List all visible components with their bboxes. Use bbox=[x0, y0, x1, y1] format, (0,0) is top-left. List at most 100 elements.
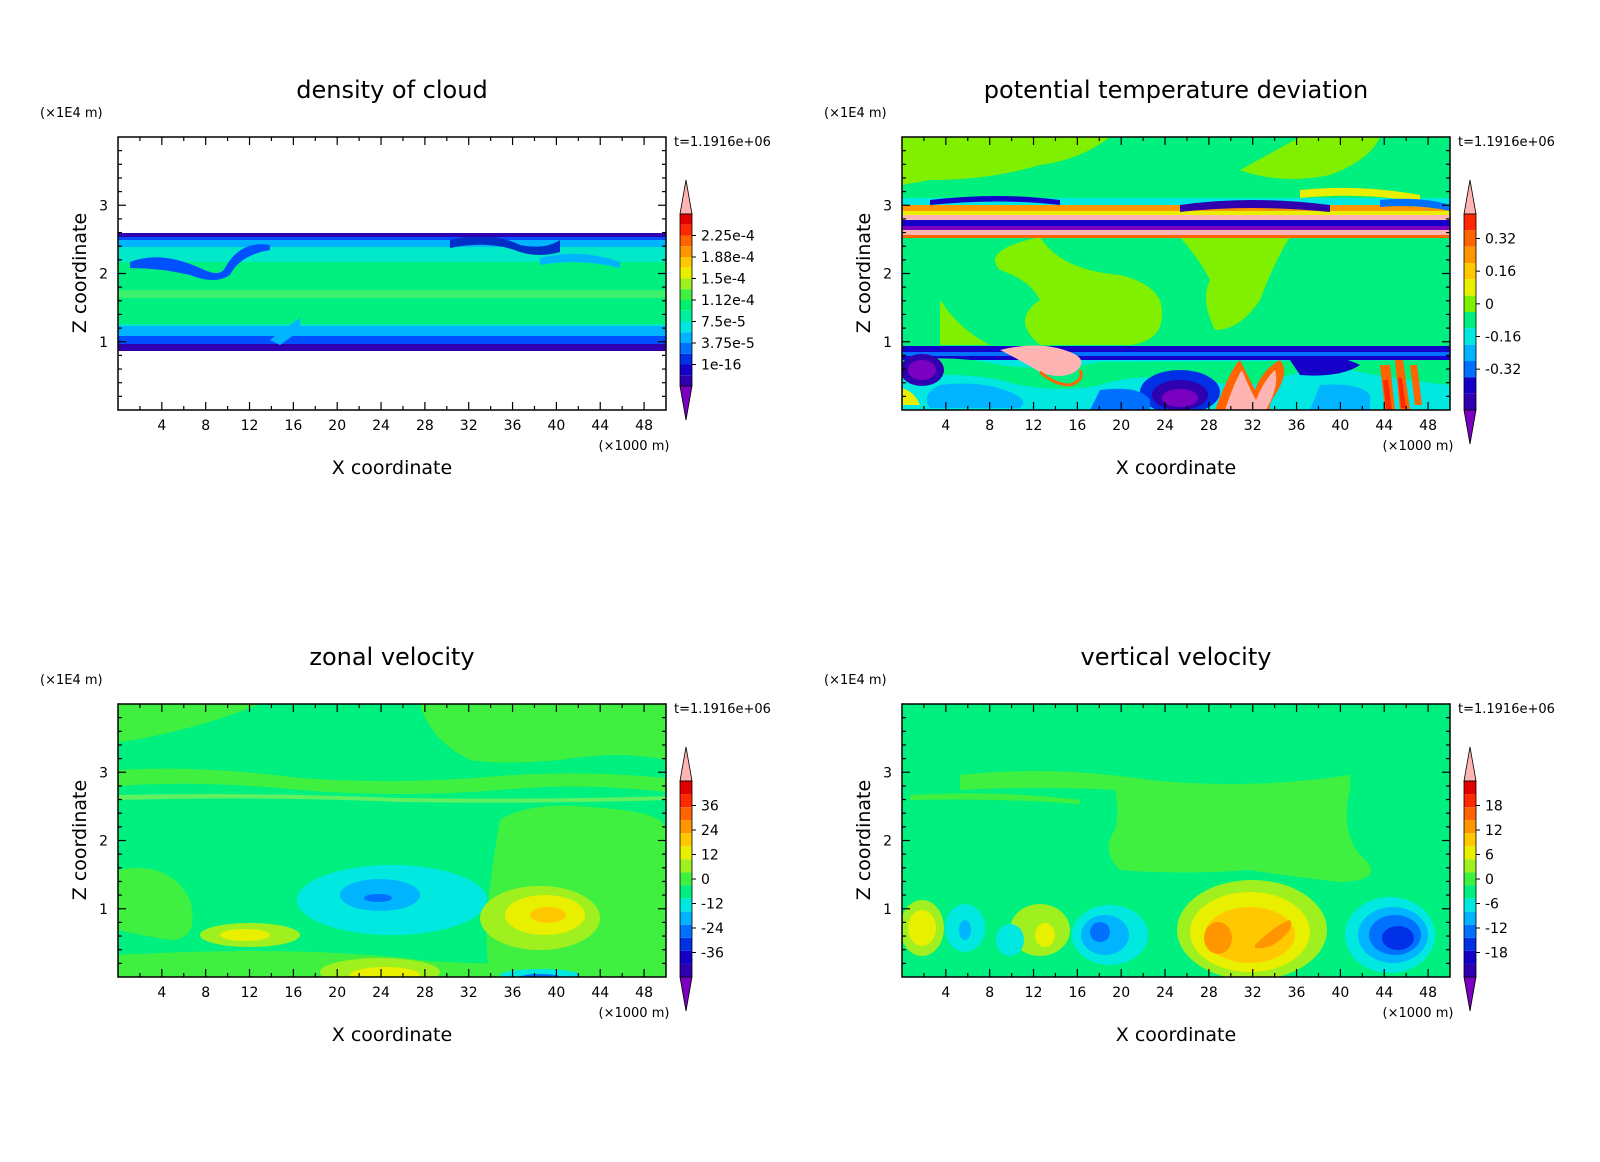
heatmap-field bbox=[118, 137, 666, 410]
colorbar-segment bbox=[680, 833, 692, 847]
y-tick-label: 3 bbox=[99, 765, 108, 781]
x-scale-label: (×1000 m) bbox=[1383, 1006, 1454, 1021]
colorbar-segment bbox=[1464, 377, 1476, 394]
y-tick-label: 3 bbox=[99, 198, 108, 214]
panel-title: density of cloud bbox=[296, 76, 487, 104]
colorbar-segment bbox=[680, 807, 692, 821]
colorbar-label: 0.32 bbox=[1485, 232, 1516, 248]
colorbar-segment bbox=[680, 332, 692, 343]
colorbar-segment bbox=[1464, 328, 1476, 345]
colorbar-cap-bottom bbox=[679, 385, 693, 421]
time-label: t=1.1916e+06 bbox=[674, 702, 771, 717]
colorbar-label: -6 bbox=[1485, 897, 1499, 913]
x-tick-label: 8 bbox=[985, 985, 994, 1001]
colorbar-segment bbox=[1464, 924, 1476, 938]
colorbar-segment bbox=[680, 300, 692, 311]
colorbar-segment bbox=[680, 235, 692, 247]
y-tick-label: 2 bbox=[99, 834, 108, 850]
x-tick-label: 16 bbox=[284, 985, 302, 1001]
panel-density-of-cloud: density of cloud (×1E4 m) t=1.1916e+06 4… bbox=[40, 76, 771, 479]
colorbar-label: 0 bbox=[701, 872, 710, 888]
y-axis-label: Z coordinate bbox=[853, 780, 875, 900]
x-tick-label: 36 bbox=[504, 418, 522, 434]
colorbar-segment bbox=[1464, 872, 1476, 886]
colorbar-cap-top bbox=[679, 179, 693, 215]
x-tick-label: 36 bbox=[504, 985, 522, 1001]
x-tick-label: 44 bbox=[1375, 418, 1393, 434]
colorbar-label: 6 bbox=[1485, 848, 1494, 864]
colorbar-label: 1e-16 bbox=[701, 358, 741, 374]
colorbar-segment bbox=[1464, 950, 1476, 964]
y-axis-label: Z coordinate bbox=[69, 213, 91, 333]
colorbar-segment bbox=[680, 963, 692, 977]
x-tick-label: 20 bbox=[1112, 985, 1130, 1001]
colorbar-segment bbox=[1464, 312, 1476, 329]
colorbar-segment bbox=[680, 859, 692, 873]
x-tick-label: 44 bbox=[591, 985, 609, 1001]
y-axis-label: Z coordinate bbox=[853, 213, 875, 333]
colorbar-cap-top bbox=[679, 746, 693, 782]
x-scale-label: (×1000 m) bbox=[599, 439, 670, 454]
colorbar-label: -0.16 bbox=[1485, 330, 1521, 346]
colorbar-label: 0 bbox=[1485, 297, 1494, 313]
colorbar-segment bbox=[1464, 963, 1476, 977]
colorbar-label: 1.12e-4 bbox=[701, 293, 755, 309]
colorbar-cap-bottom bbox=[679, 976, 693, 1012]
x-axis-label: X coordinate bbox=[332, 457, 452, 479]
x-tick-label: 32 bbox=[1244, 985, 1262, 1001]
colorbar-segment bbox=[680, 343, 692, 354]
colorbar-segment bbox=[1464, 263, 1476, 280]
colorbar-label: -12 bbox=[701, 897, 724, 913]
x-tick-label: 36 bbox=[1288, 985, 1306, 1001]
colorbar-label: 1.88e-4 bbox=[701, 250, 755, 266]
colorbar-segment bbox=[1464, 246, 1476, 263]
colorbar-segment bbox=[680, 214, 692, 225]
x-tick-label: 28 bbox=[1200, 985, 1218, 1001]
colorbar-label: 0.16 bbox=[1485, 264, 1516, 280]
heatmap-field bbox=[118, 704, 666, 977]
heatmap-field bbox=[902, 137, 1450, 410]
colorbar-segment bbox=[1464, 937, 1476, 951]
x-scale-label: (×1000 m) bbox=[599, 1006, 670, 1021]
x-tick-label: 48 bbox=[635, 418, 653, 434]
colorbar-segment bbox=[680, 885, 692, 899]
colorbar-segment bbox=[680, 898, 692, 912]
colorbar-segment bbox=[1464, 885, 1476, 899]
colorbar-segment bbox=[680, 224, 692, 236]
colorbar-label: 0 bbox=[1485, 872, 1494, 888]
x-tick-label: 24 bbox=[1156, 985, 1174, 1001]
x-tick-label: 20 bbox=[328, 418, 346, 434]
colorbar-segment bbox=[680, 246, 692, 257]
colorbar-label: 24 bbox=[701, 823, 719, 839]
colorbar-segment bbox=[680, 820, 692, 834]
y-axis-label: Z coordinate bbox=[69, 780, 91, 900]
panel-title: zonal velocity bbox=[309, 643, 474, 671]
y-tick-label: 1 bbox=[883, 902, 892, 918]
colorbar-label: 2.25e-4 bbox=[701, 229, 755, 245]
colorbar-label: 7.5e-5 bbox=[701, 315, 746, 331]
y-scale-label: (×1E4 m) bbox=[824, 673, 887, 688]
colorbar-segment bbox=[1464, 781, 1476, 795]
colorbar-segment bbox=[1464, 361, 1476, 378]
x-axis-label: X coordinate bbox=[1116, 1024, 1236, 1046]
x-tick-label: 8 bbox=[201, 418, 210, 434]
x-tick-label: 4 bbox=[941, 985, 950, 1001]
time-label: t=1.1916e+06 bbox=[674, 135, 771, 150]
colorbar-segment bbox=[1464, 295, 1476, 312]
y-scale-label: (×1E4 m) bbox=[40, 673, 103, 688]
y-tick-label: 2 bbox=[883, 834, 892, 850]
x-tick-label: 12 bbox=[241, 985, 259, 1001]
panel-title: vertical velocity bbox=[1081, 643, 1272, 671]
colorbar-segment bbox=[1464, 279, 1476, 296]
time-label: t=1.1916e+06 bbox=[1458, 702, 1555, 717]
x-tick-label: 24 bbox=[1156, 418, 1174, 434]
colorbar-segment bbox=[680, 872, 692, 886]
colorbar-segment bbox=[680, 310, 692, 322]
colorbar-segment bbox=[680, 364, 692, 376]
colorbar-segment bbox=[1464, 214, 1476, 231]
x-tick-label: 28 bbox=[1200, 418, 1218, 434]
colorbar-segment bbox=[680, 846, 692, 860]
colorbar-segment bbox=[1464, 794, 1476, 808]
x-tick-label: 16 bbox=[1068, 418, 1086, 434]
colorbar-label: 12 bbox=[701, 848, 719, 864]
